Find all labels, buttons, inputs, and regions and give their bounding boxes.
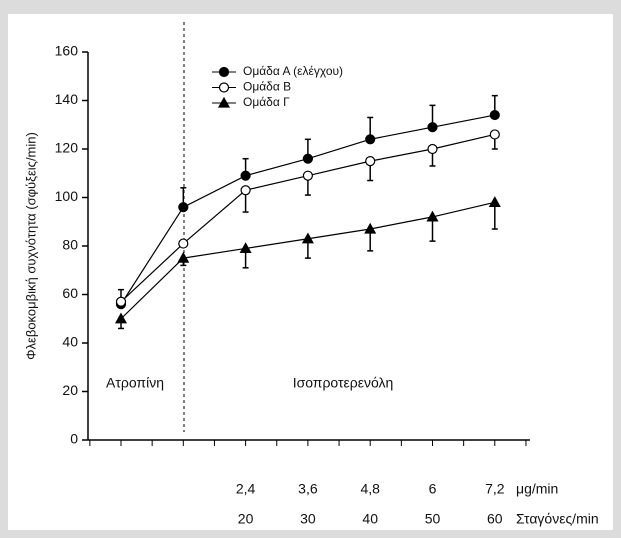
y-tick-label: 60	[62, 285, 78, 301]
data-point	[427, 143, 438, 155]
data-point	[302, 153, 313, 164]
data-point	[364, 222, 377, 234]
x-tick-label: 40	[362, 511, 378, 527]
x-tick-label: 20	[238, 511, 254, 527]
legend-marker	[217, 96, 231, 108]
legend-label: Ομάδα Γ	[243, 95, 290, 109]
data-point	[489, 109, 500, 121]
y-tick-label: 160	[55, 43, 79, 59]
x-tick-label: 60	[487, 511, 503, 527]
data-point	[488, 196, 501, 207]
data-point	[426, 210, 439, 222]
x-tick-label: 6	[429, 481, 437, 497]
data-point	[239, 242, 252, 254]
data-point	[115, 296, 127, 307]
x-tick-label: 50	[425, 511, 441, 527]
y-tick-label: 140	[55, 91, 79, 107]
data-point	[240, 185, 251, 196]
x-tick-label: 4,8	[360, 481, 380, 497]
data-point	[302, 170, 313, 181]
legend-label: Ομάδα Α (ελέγχου)	[243, 64, 343, 78]
y-tick-label: 20	[62, 382, 78, 398]
data-point	[365, 156, 376, 167]
y-tick-label: 80	[62, 237, 78, 253]
x-tick-label: 3,6	[298, 481, 318, 497]
y-tick-label: 40	[62, 334, 78, 350]
x-unit: μg/min	[516, 481, 558, 497]
data-point	[178, 202, 189, 213]
x-unit: Σταγόνες/min	[516, 511, 599, 527]
x-tick-label: 7,2	[485, 481, 505, 497]
x-tick-label: 30	[300, 511, 316, 527]
legend-label: Ομάδα Β	[243, 80, 291, 94]
data-point	[114, 312, 128, 324]
data-point	[178, 238, 189, 249]
legend-marker	[218, 66, 230, 78]
y-axis-label: Φλεβοκομβική συχνότητα (σφύξεις/min)	[23, 132, 38, 360]
data-point	[489, 129, 500, 140]
data-point	[240, 170, 251, 181]
annotation: Ατροπίνη	[106, 375, 164, 391]
x-tick-label: 2,4	[236, 481, 256, 497]
data-point	[427, 122, 438, 133]
data-point	[301, 232, 314, 244]
annotation: Ισοπροτερενόλη	[293, 375, 394, 391]
y-tick-label: 0	[70, 431, 78, 447]
plot-frame	[8, 14, 613, 530]
y-tick-label: 120	[55, 140, 79, 156]
data-point	[177, 251, 190, 263]
legend-marker	[218, 82, 230, 93]
data-point	[365, 134, 376, 145]
y-tick-label: 100	[55, 188, 79, 204]
